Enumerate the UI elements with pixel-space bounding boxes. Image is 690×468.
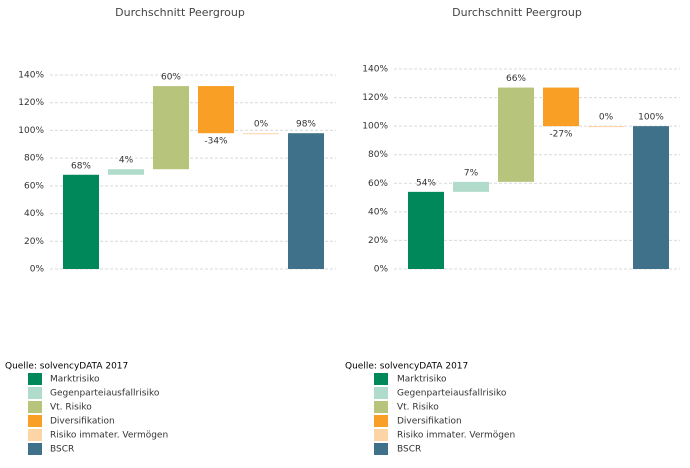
legend-label: Risiko immater. Vermögen bbox=[397, 431, 515, 441]
legend-swatch bbox=[374, 415, 388, 427]
y-tick-label: 100% bbox=[362, 122, 388, 132]
y-tick-label: 80% bbox=[368, 150, 388, 160]
legend-swatch bbox=[28, 387, 42, 399]
y-tick-label: 140% bbox=[18, 71, 44, 81]
legend-swatch bbox=[28, 443, 42, 455]
legend-swatch bbox=[28, 401, 42, 413]
legend-swatch bbox=[374, 429, 388, 441]
data-label: 7% bbox=[464, 168, 479, 178]
y-tick-label: 20% bbox=[368, 236, 388, 246]
source-note: Quelle: solvencyDATA 2017 bbox=[345, 362, 468, 372]
data-label: 0% bbox=[254, 120, 269, 130]
waterfall-bar bbox=[453, 181, 489, 192]
legend-label: BSCR bbox=[50, 445, 74, 455]
y-tick-label: 40% bbox=[368, 207, 388, 217]
legend-swatch bbox=[28, 429, 42, 441]
legend-swatch bbox=[28, 373, 42, 385]
legend-swatch bbox=[374, 443, 388, 455]
legend-label: Gegenparteiausfallrisiko bbox=[50, 389, 160, 399]
legend-swatch bbox=[374, 387, 388, 399]
data-label: -27% bbox=[549, 130, 573, 140]
waterfall-bar bbox=[153, 86, 189, 170]
waterfall-bar bbox=[63, 174, 99, 269]
waterfall-bar bbox=[108, 169, 144, 175]
waterfall-bar bbox=[198, 86, 234, 134]
y-tick-label: 120% bbox=[18, 98, 44, 108]
data-label: 100% bbox=[638, 113, 664, 123]
y-tick-label: 20% bbox=[24, 237, 44, 247]
data-label: 0% bbox=[599, 113, 614, 123]
data-label: 60% bbox=[161, 73, 181, 83]
chart-title: Durchschnitt Peergroup bbox=[452, 6, 582, 19]
source-note: Quelle: solvencyDATA 2017 bbox=[5, 362, 128, 372]
legend-label: Gegenparteiausfallrisiko bbox=[397, 389, 507, 399]
waterfall-bar bbox=[408, 191, 444, 269]
chart-title: Durchschnitt Peergroup bbox=[115, 6, 245, 19]
y-tick-label: 60% bbox=[368, 179, 388, 189]
y-tick-label: 0% bbox=[374, 265, 389, 275]
data-label: 66% bbox=[506, 74, 526, 84]
waterfall-bar bbox=[243, 133, 279, 135]
legend-swatch bbox=[374, 373, 388, 385]
waterfall-bar bbox=[633, 126, 669, 270]
legend-label: Vt. Risiko bbox=[50, 403, 92, 413]
y-tick-label: 40% bbox=[24, 209, 44, 219]
legend-label: Diversifikation bbox=[397, 417, 462, 427]
data-label: -34% bbox=[204, 137, 228, 147]
waterfall-bar bbox=[498, 87, 534, 182]
legend-label: BSCR bbox=[397, 445, 421, 455]
y-tick-label: 0% bbox=[30, 265, 45, 275]
data-label: 4% bbox=[119, 156, 134, 166]
legend-label: Marktrisiko bbox=[50, 375, 100, 385]
y-tick-label: 120% bbox=[362, 93, 388, 103]
y-tick-label: 80% bbox=[24, 154, 44, 164]
waterfall-bar bbox=[588, 126, 624, 128]
data-label: 98% bbox=[296, 120, 316, 130]
legend-swatch bbox=[28, 415, 42, 427]
legend-swatch bbox=[374, 401, 388, 413]
data-label: 54% bbox=[416, 178, 436, 188]
waterfall-bar bbox=[543, 87, 579, 127]
legend-label: Diversifikation bbox=[50, 417, 115, 427]
legend-label: Risiko immater. Vermögen bbox=[50, 431, 168, 441]
data-label: 68% bbox=[71, 161, 91, 171]
legend-label: Vt. Risiko bbox=[397, 403, 439, 413]
y-tick-label: 100% bbox=[18, 126, 44, 136]
legend-label: Marktrisiko bbox=[397, 375, 447, 385]
y-tick-label: 140% bbox=[362, 65, 388, 75]
y-tick-label: 60% bbox=[24, 181, 44, 191]
waterfall-bar bbox=[288, 133, 324, 269]
